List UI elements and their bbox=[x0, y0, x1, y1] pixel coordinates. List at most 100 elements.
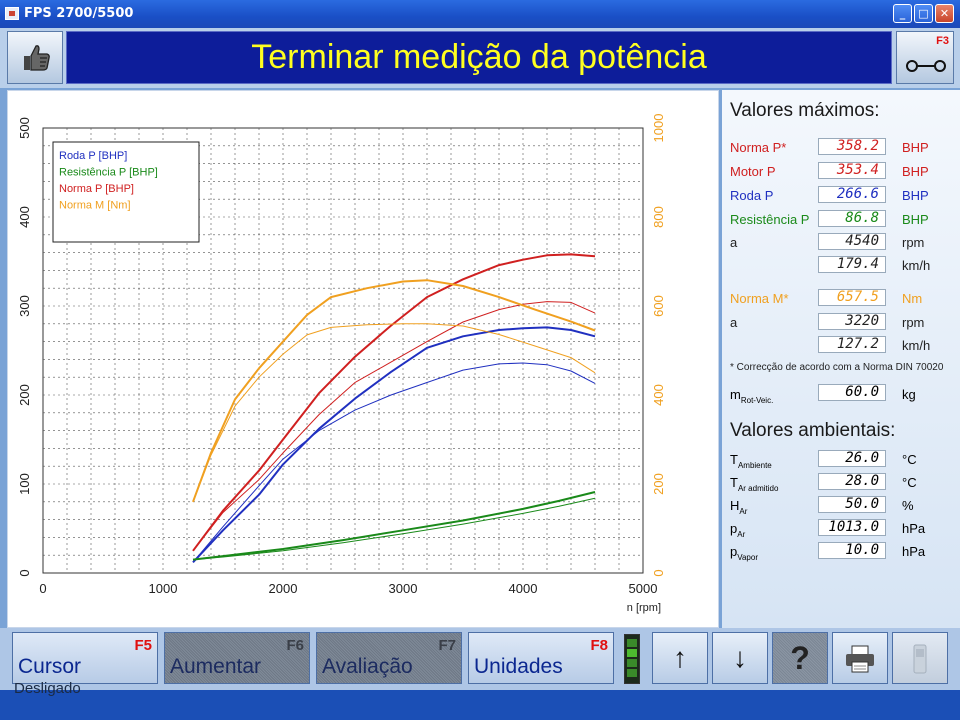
header-bar: Terminar medição da potência F3 bbox=[0, 28, 960, 88]
mass-unit: kg bbox=[902, 387, 916, 402]
din-note: * Correcção de acordo com a Norma DIN 70… bbox=[730, 362, 944, 373]
max-row-label: Norma P* bbox=[730, 140, 787, 155]
arrow-up-button[interactable]: ↑ bbox=[652, 632, 708, 684]
series-line bbox=[192, 323, 596, 502]
series-line bbox=[192, 326, 596, 563]
help-button[interactable]: ? bbox=[772, 632, 828, 684]
device-button[interactable] bbox=[892, 632, 948, 684]
arrow-up-icon: ↑ bbox=[673, 642, 687, 673]
x-tick-label: 5000 bbox=[629, 581, 658, 596]
y-tick-label: 0 bbox=[17, 569, 32, 576]
ambient-row-unit: °C bbox=[902, 452, 917, 467]
disabled-device-icon bbox=[913, 644, 927, 674]
x-tick-label: 1000 bbox=[149, 581, 178, 596]
max-row-label: a bbox=[730, 235, 738, 250]
window-title: FPS 2700/5500 bbox=[24, 6, 134, 21]
series-line bbox=[192, 279, 596, 503]
legend-entry: Roda P [BHP] bbox=[59, 150, 127, 162]
app-icon bbox=[5, 7, 19, 20]
mass-label: mRot-Veic. bbox=[730, 387, 774, 405]
power-chart-panel: 0 1000 2000 3000 4000 5000 0 100 200 300 400 500 0 20… bbox=[7, 90, 719, 628]
function-key-bar: Cursor F5 Aumentar F6 Avaliação F7 Unida… bbox=[0, 628, 960, 690]
print-button[interactable] bbox=[832, 632, 888, 684]
switch-icon bbox=[906, 60, 946, 72]
max-row-label: Norma M* bbox=[730, 291, 789, 306]
x-tick-label: 2000 bbox=[269, 581, 298, 596]
max-row-value: 266.6 bbox=[818, 186, 886, 203]
arrow-down-button[interactable]: ↓ bbox=[712, 632, 768, 684]
max-row-value: 86.8 bbox=[818, 210, 886, 227]
max-row-unit: BHP bbox=[902, 188, 929, 203]
mass-value: 60.0 bbox=[818, 384, 886, 401]
max-row-value: 4540 bbox=[818, 233, 886, 250]
help-icon: ? bbox=[790, 640, 810, 676]
minimize-button[interactable]: _ bbox=[893, 4, 912, 23]
max-row-unit: BHP bbox=[902, 212, 929, 227]
x-tick-label: 3000 bbox=[389, 581, 418, 596]
values-panel: Valores máximos: * Correcção de acordo c… bbox=[722, 90, 960, 628]
status-led bbox=[624, 634, 640, 684]
page-title: Terminar medição da potência bbox=[66, 31, 892, 84]
y-tick-label: 300 bbox=[17, 295, 32, 317]
series-line bbox=[192, 491, 596, 561]
y2-tick-label: 400 bbox=[651, 384, 666, 406]
cursor-button[interactable]: Cursor F5 bbox=[12, 632, 158, 684]
f3-switch-button[interactable]: F3 bbox=[896, 31, 954, 84]
ambient-row-unit: % bbox=[902, 498, 914, 513]
series-line bbox=[192, 253, 596, 552]
max-row-unit: BHP bbox=[902, 140, 929, 155]
legend-entry: Norma P [BHP] bbox=[59, 183, 134, 195]
ambient-row-value: 28.0 bbox=[818, 473, 886, 490]
aumentar-button[interactable]: Aumentar F6 bbox=[164, 632, 310, 684]
footer: Cursor F5 Aumentar F6 Avaliação F7 Unida… bbox=[0, 628, 960, 720]
y2-tick-label: 800 bbox=[651, 206, 666, 228]
max-row-value: 3220 bbox=[818, 313, 886, 330]
series-line bbox=[192, 497, 596, 561]
y2-tick-label: 0 bbox=[651, 569, 666, 576]
thumbs-up-icon bbox=[24, 45, 50, 71]
series-line bbox=[192, 301, 596, 552]
ambient-row-value: 1013.0 bbox=[818, 519, 886, 536]
close-button[interactable]: ✕ bbox=[935, 4, 954, 23]
max-row-label: Motor P bbox=[730, 164, 776, 179]
y-tick-label: 500 bbox=[17, 117, 32, 139]
max-row-unit: km/h bbox=[902, 258, 931, 273]
max-row-label: a bbox=[730, 315, 738, 330]
max-row-unit: rpm bbox=[902, 235, 925, 250]
maximize-button[interactable]: □ bbox=[914, 4, 933, 23]
legend-entry: Norma M [Nm] bbox=[59, 200, 131, 212]
ambient-row-label: TAmbiente bbox=[730, 452, 772, 470]
max-row-value: 657.5 bbox=[818, 289, 886, 306]
ambient-row-label: HAr bbox=[730, 498, 748, 516]
x-axis-label: n [rpm] bbox=[627, 602, 661, 614]
max-row-value: 179.4 bbox=[818, 256, 886, 273]
f8-key-label: F8 bbox=[590, 637, 608, 654]
unidades-button[interactable]: Unidades F8 bbox=[468, 632, 614, 684]
window-titlebar: FPS 2700/5500 _ □ ✕ bbox=[0, 0, 960, 28]
f3-key-label: F3 bbox=[936, 35, 949, 47]
ambient-row-unit: °C bbox=[902, 475, 917, 490]
confirm-button[interactable] bbox=[7, 31, 63, 84]
ambient-row-label: TAr admitido bbox=[730, 475, 779, 493]
ambient-row-label: pAr bbox=[730, 521, 746, 539]
max-row-unit: Nm bbox=[902, 291, 923, 306]
y2-tick-label: 1000 bbox=[651, 114, 666, 143]
power-chart: 0 1000 2000 3000 4000 50000100200300400500020… bbox=[17, 114, 666, 614]
ambient-values-heading: Valores ambientais: bbox=[730, 420, 896, 441]
max-values-heading: Valores máximos: bbox=[730, 100, 880, 121]
status-ghost-text: Desligado bbox=[14, 680, 81, 697]
avaliacao-label: Avaliação bbox=[322, 655, 413, 678]
y-tick-label: 100 bbox=[17, 473, 32, 495]
avaliacao-button[interactable]: Avaliação F7 bbox=[316, 632, 462, 684]
printer-icon bbox=[846, 645, 874, 673]
f6-key-label: F6 bbox=[286, 637, 304, 654]
max-row-unit: rpm bbox=[902, 315, 925, 330]
max-row-label: Resistência P bbox=[730, 212, 810, 227]
ambient-row-label: pVapor bbox=[730, 544, 758, 562]
cursor-label: Cursor bbox=[18, 655, 82, 678]
ambient-row-unit: hPa bbox=[902, 544, 926, 559]
ambient-row-value: 26.0 bbox=[818, 450, 886, 467]
max-row-label: Roda P bbox=[730, 188, 774, 203]
unidades-label: Unidades bbox=[474, 655, 563, 678]
ambient-row-unit: hPa bbox=[902, 521, 926, 536]
